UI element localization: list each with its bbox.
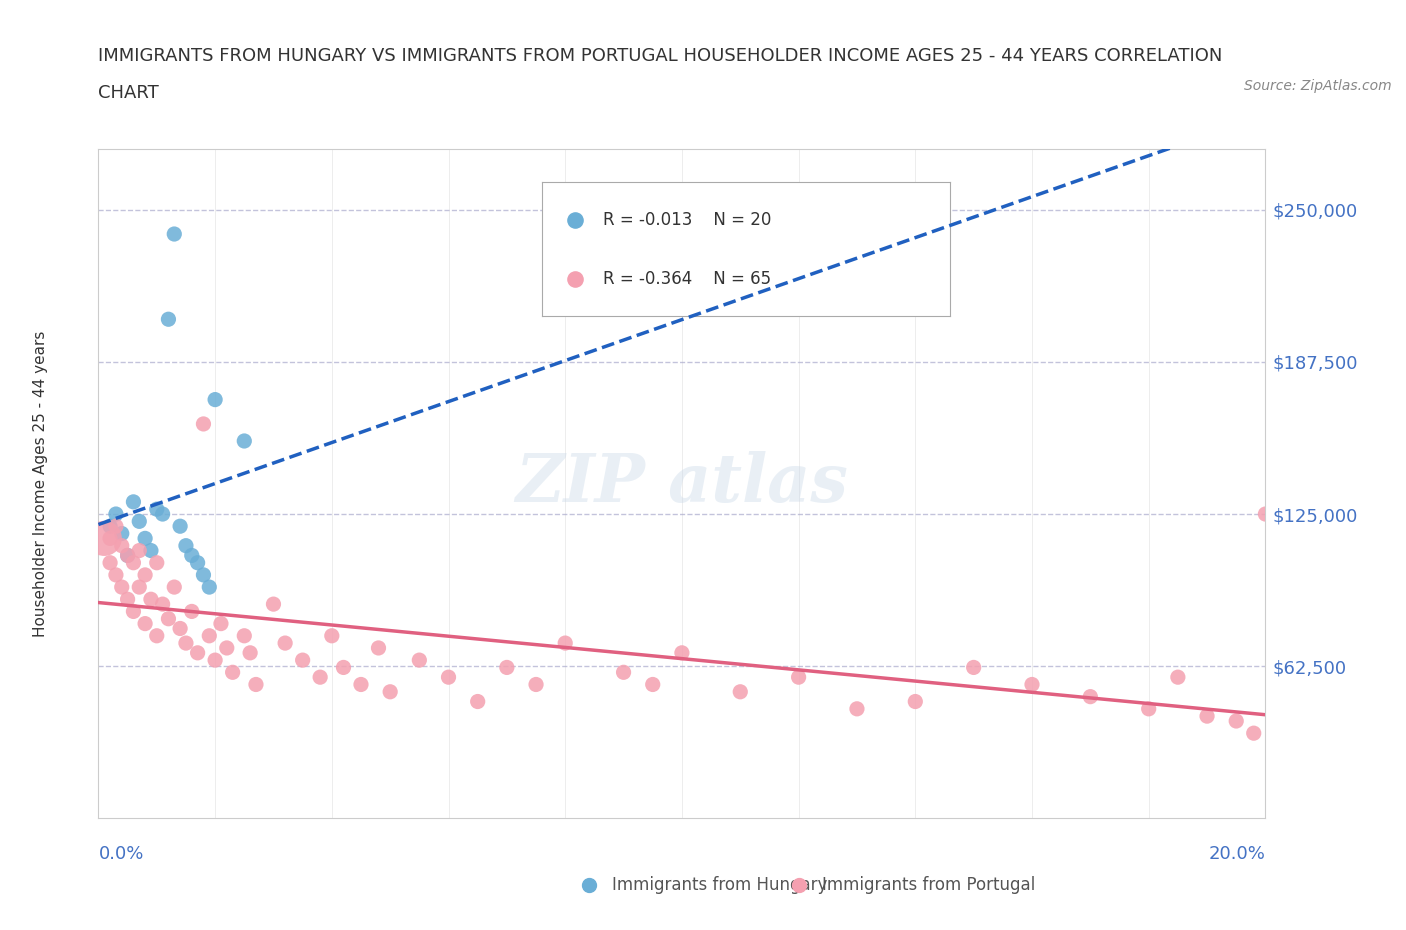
- Point: [309, 670, 332, 684]
- Text: Householder Income Ages 25 - 44 years: Householder Income Ages 25 - 44 years: [32, 330, 48, 637]
- Point: [671, 645, 693, 660]
- Point: [128, 514, 150, 529]
- Point: [93, 531, 115, 546]
- Point: [262, 597, 284, 612]
- Point: [215, 641, 238, 656]
- Text: Source: ZipAtlas.com: Source: ZipAtlas.com: [1244, 79, 1392, 93]
- Point: [1254, 507, 1277, 522]
- Point: [169, 621, 191, 636]
- Point: [554, 635, 576, 650]
- Point: [408, 653, 430, 668]
- Point: [134, 617, 156, 631]
- Point: [904, 694, 927, 709]
- Point: [122, 604, 145, 618]
- Point: [239, 645, 262, 660]
- Point: [163, 227, 186, 242]
- Point: [157, 611, 180, 626]
- Point: [139, 543, 162, 558]
- Text: CHART: CHART: [98, 85, 159, 102]
- Point: [787, 670, 810, 684]
- Point: [180, 604, 202, 618]
- Point: [321, 629, 343, 644]
- Point: [146, 501, 169, 516]
- Point: [111, 579, 134, 594]
- Text: IMMIGRANTS FROM HUNGARY VS IMMIGRANTS FROM PORTUGAL HOUSEHOLDER INCOME AGES 25 -: IMMIGRANTS FROM HUNGARY VS IMMIGRANTS FR…: [98, 47, 1223, 65]
- Text: 20.0%: 20.0%: [1209, 845, 1265, 863]
- Point: [169, 519, 191, 534]
- Point: [117, 548, 139, 563]
- Point: [845, 701, 868, 716]
- Point: [117, 548, 139, 563]
- Point: [134, 567, 156, 582]
- Point: [174, 538, 197, 553]
- Point: [98, 531, 121, 546]
- Point: [152, 597, 174, 612]
- Point: [1195, 709, 1218, 724]
- Point: [117, 591, 139, 606]
- Point: [291, 653, 314, 668]
- Text: ZIP atlas: ZIP atlas: [516, 451, 848, 516]
- Point: [157, 312, 180, 326]
- Point: [332, 660, 354, 675]
- Point: [204, 392, 226, 407]
- Point: [233, 433, 256, 448]
- Point: [111, 538, 134, 553]
- Point: [209, 617, 232, 631]
- Point: [98, 555, 121, 570]
- Point: [134, 531, 156, 546]
- Point: [152, 507, 174, 522]
- Point: [193, 567, 215, 582]
- Point: [98, 519, 121, 534]
- Point: [233, 629, 256, 644]
- Point: [962, 660, 984, 675]
- Point: [187, 645, 209, 660]
- Point: [198, 629, 221, 644]
- Point: [180, 548, 202, 563]
- Point: [350, 677, 373, 692]
- Text: Immigrants from Hungary: Immigrants from Hungary: [612, 876, 827, 895]
- Point: [122, 495, 145, 510]
- Point: [1080, 689, 1102, 704]
- Point: [1021, 677, 1043, 692]
- Point: [641, 677, 664, 692]
- Point: [163, 579, 186, 594]
- Point: [193, 417, 215, 432]
- Text: Immigrants from Portugal: Immigrants from Portugal: [823, 876, 1035, 895]
- Point: [146, 555, 169, 570]
- Point: [174, 635, 197, 650]
- Point: [104, 507, 127, 522]
- Point: [467, 694, 489, 709]
- Point: [1243, 725, 1265, 740]
- Point: [437, 670, 460, 684]
- Point: [1167, 670, 1189, 684]
- Point: [728, 684, 751, 699]
- Point: [122, 555, 145, 570]
- Text: 0.0%: 0.0%: [98, 845, 143, 863]
- Point: [139, 591, 162, 606]
- Point: [146, 629, 169, 644]
- Point: [245, 677, 267, 692]
- Point: [198, 579, 221, 594]
- Point: [104, 519, 127, 534]
- Point: [128, 543, 150, 558]
- Point: [378, 684, 402, 699]
- Point: [612, 665, 634, 680]
- Point: [221, 665, 243, 680]
- Point: [495, 660, 517, 675]
- Point: [274, 635, 297, 650]
- Point: [1137, 701, 1160, 716]
- Point: [524, 677, 547, 692]
- Point: [104, 567, 127, 582]
- Point: [204, 653, 226, 668]
- Point: [367, 641, 389, 656]
- Point: [128, 579, 150, 594]
- Point: [187, 555, 209, 570]
- Point: [1225, 713, 1247, 728]
- Point: [111, 526, 134, 541]
